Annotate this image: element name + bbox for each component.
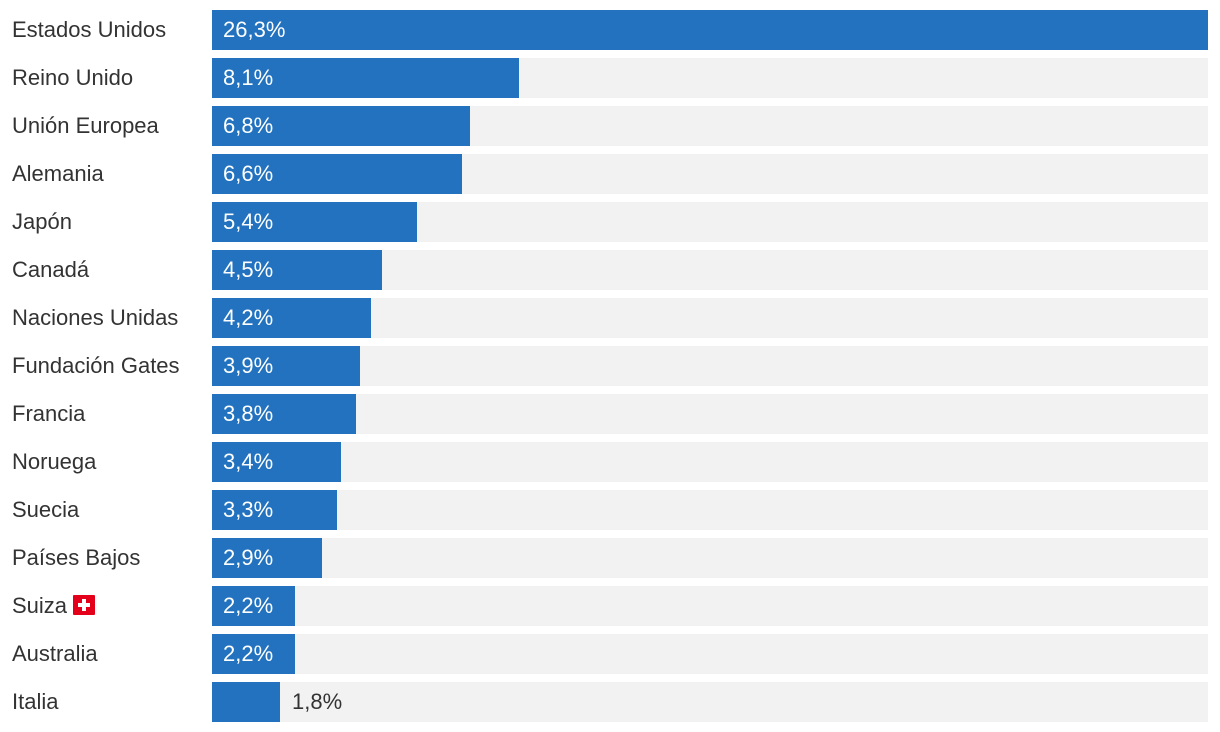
category-label: Países Bajos <box>12 538 140 578</box>
bar <box>212 538 322 578</box>
bar <box>212 346 360 386</box>
category-label: Italia <box>12 682 58 722</box>
value-label: 2,9% <box>223 545 274 570</box>
bar-row: Alemania 6,6% <box>0 154 1220 194</box>
bar <box>212 442 341 482</box>
category-label: Naciones Unidas <box>12 298 178 338</box>
category-label-text: Alemania <box>12 161 104 186</box>
category-label-text: Suiza <box>12 593 68 618</box>
bar-track <box>212 682 1208 722</box>
bar-row: Suiza 2,2% <box>0 586 1220 626</box>
bar <box>212 58 519 98</box>
category-label-text: Suecia <box>12 497 80 522</box>
category-label-text: Italia <box>12 689 59 714</box>
bar <box>212 490 337 530</box>
category-label: Suiza <box>12 586 96 626</box>
bar-track <box>212 394 1208 434</box>
value-label: 2,2% <box>223 641 274 666</box>
bar-row: Estados Unidos 26,3% <box>0 10 1220 50</box>
bar <box>212 250 382 290</box>
category-label: Australia <box>12 634 98 674</box>
bar-track <box>212 346 1208 386</box>
bar <box>212 202 417 242</box>
category-label: Canadá <box>12 250 89 290</box>
bar <box>212 634 295 674</box>
bar-track <box>212 634 1208 674</box>
bar <box>212 682 280 722</box>
category-label: Unión Europea <box>12 106 159 146</box>
bar-track <box>212 490 1208 530</box>
bar-row: Unión Europea 6,8% <box>0 106 1220 146</box>
value-label: 26,3% <box>223 17 286 42</box>
bar-row: Australia 2,2% <box>0 634 1220 674</box>
bar-track <box>212 442 1208 482</box>
category-label-text: Unión Europea <box>12 113 159 138</box>
category-label-text: Japón <box>12 209 72 234</box>
value-label: 4,2% <box>223 305 274 330</box>
bar <box>212 106 470 146</box>
value-label: 2,2% <box>223 593 274 618</box>
value-label: 6,6% <box>223 161 274 186</box>
bar-row: Noruega 3,4% <box>0 442 1220 482</box>
value-label: 3,9% <box>223 353 274 378</box>
value-label: 3,3% <box>223 497 274 522</box>
category-label-text: Naciones Unidas <box>12 305 179 330</box>
value-label: 5,4% <box>223 209 274 234</box>
category-label-text: Países Bajos <box>12 545 141 570</box>
bar-row: Japón 5,4% <box>0 202 1220 242</box>
category-label-text: Canadá <box>12 257 90 282</box>
value-label: 1,8% <box>292 689 343 714</box>
bar-row: Italia 1,8% <box>0 682 1220 722</box>
category-label: Fundación Gates <box>12 346 180 386</box>
category-label: Noruega <box>12 442 96 482</box>
bar-row: Francia 3,8% <box>0 394 1220 434</box>
category-label-text: Fundación Gates <box>12 353 180 378</box>
value-label: 6,8% <box>223 113 274 138</box>
category-label: Suecia <box>12 490 79 530</box>
bar <box>212 586 295 626</box>
bar-row: Países Bajos 2,9% <box>0 538 1220 578</box>
category-label-text: Australia <box>12 641 98 666</box>
bar <box>212 298 371 338</box>
bar-row: Suecia 3,3% <box>0 490 1220 530</box>
value-label: 3,8% <box>223 401 274 426</box>
bar-row: Naciones Unidas 4,2% <box>0 298 1220 338</box>
category-label-text: Estados Unidos <box>12 17 167 42</box>
category-label: Reino Unido <box>12 58 133 98</box>
value-label: 4,5% <box>223 257 274 282</box>
bar <box>212 154 462 194</box>
bar <box>212 10 1208 50</box>
bar-row: Canadá 4,5% <box>0 250 1220 290</box>
value-label: 8,1% <box>223 65 274 90</box>
category-label: Estados Unidos <box>12 10 166 50</box>
bar-row: Fundación Gates 3,9% <box>0 346 1220 386</box>
bar-track <box>212 538 1208 578</box>
bar-track <box>212 586 1208 626</box>
category-label-text: Reino Unido <box>12 65 134 90</box>
category-label-text: Francia <box>12 401 86 426</box>
bar-track <box>212 298 1208 338</box>
category-label: Alemania <box>12 154 104 194</box>
value-label: 3,4% <box>223 449 274 474</box>
category-label: Francia <box>12 394 85 434</box>
swiss-flag-icon <box>73 595 96 615</box>
bar-row: Reino Unido 8,1% <box>0 58 1220 98</box>
category-label: Japón <box>12 202 72 242</box>
category-label-text: Noruega <box>12 449 97 474</box>
bar <box>212 394 356 434</box>
